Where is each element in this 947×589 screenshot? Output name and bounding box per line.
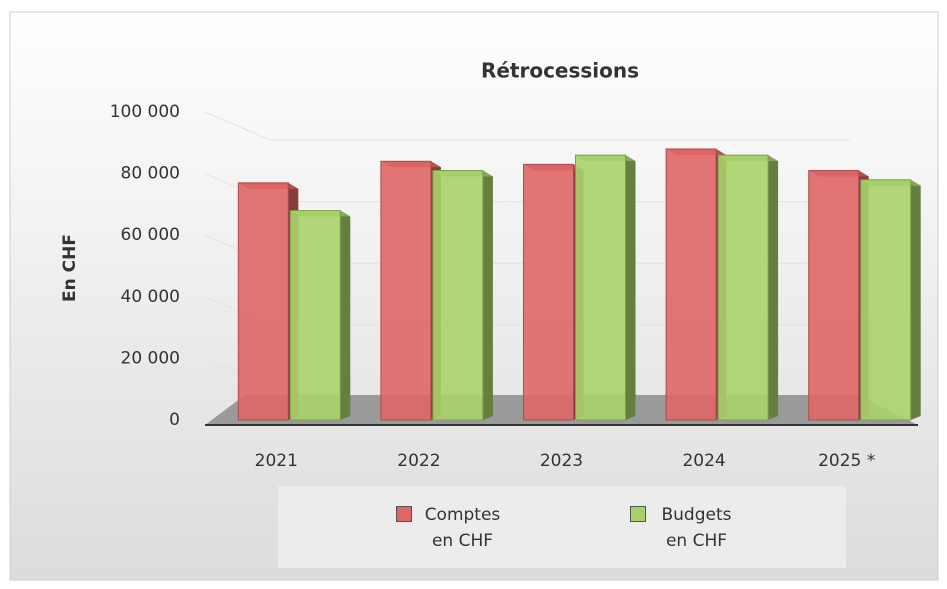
legend-item: Comptes en CHF bbox=[396, 502, 510, 554]
legend-swatch bbox=[630, 506, 646, 522]
x-tick-label: 2022 bbox=[397, 451, 440, 471]
bar-side bbox=[482, 170, 493, 420]
legend-swatch bbox=[396, 506, 412, 522]
legend-item: Budgets en CHF bbox=[630, 502, 744, 554]
bar bbox=[237, 182, 289, 421]
bar-side bbox=[910, 179, 921, 420]
legend-label: Comptes en CHF bbox=[424, 505, 501, 551]
y-tick-label: 20 000 bbox=[121, 348, 180, 368]
bar bbox=[289, 210, 341, 421]
x-tick-label: 2024 bbox=[682, 451, 725, 471]
bar bbox=[665, 148, 717, 421]
y-tick-label: 60 000 bbox=[121, 225, 180, 245]
bar bbox=[523, 163, 574, 421]
bar bbox=[717, 154, 769, 421]
grid-line bbox=[204, 111, 850, 141]
bar bbox=[808, 170, 860, 421]
legend-label: Budgets en CHF bbox=[661, 505, 732, 551]
bar-side bbox=[625, 155, 636, 420]
y-tick-label: 40 000 bbox=[121, 287, 180, 307]
bar bbox=[380, 160, 432, 421]
y-tick-label: 0 bbox=[169, 410, 180, 430]
x-tick-label: 2023 bbox=[540, 451, 583, 471]
x-tick-label: 2025 * bbox=[818, 451, 875, 471]
x-tick-label: 2021 bbox=[255, 451, 298, 471]
chart-title: Rétrocessions bbox=[481, 59, 639, 83]
legend: Comptes en CHF Budgets en CHF bbox=[278, 486, 846, 568]
bar-side bbox=[340, 210, 351, 420]
y-tick-label: 80 000 bbox=[121, 164, 180, 184]
y-tick-label: 100 000 bbox=[110, 102, 180, 122]
bar bbox=[432, 170, 484, 421]
bar bbox=[860, 179, 912, 421]
y-axis-label: En CHF bbox=[60, 234, 80, 302]
bar bbox=[575, 154, 626, 421]
bar-side bbox=[768, 155, 779, 420]
